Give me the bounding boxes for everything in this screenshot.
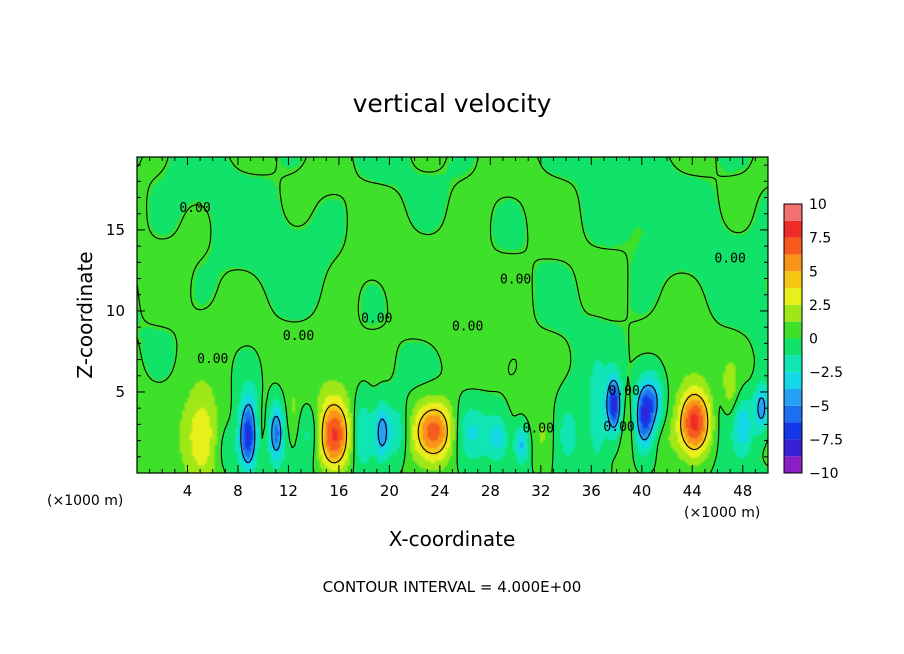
x-unit-left: (×1000 m) bbox=[47, 493, 123, 509]
y-tick-label-5: 5 bbox=[115, 383, 125, 401]
contour-labels: 0.00 0.00 0.00 0.00 0.00 0.00 0.00 0.00 0.00 0.00 bbox=[179, 201, 745, 436]
contour-label-4: 0.00 bbox=[452, 319, 483, 334]
x-tick-label-16: 16 bbox=[329, 482, 348, 500]
contour-label-1: 0.00 bbox=[197, 352, 228, 367]
y-tick-label-15: 15 bbox=[106, 221, 125, 239]
colorbar-segment-3 bbox=[784, 405, 802, 423]
x-tick-label-48: 48 bbox=[733, 482, 752, 500]
x-tick-label-28: 28 bbox=[481, 482, 500, 500]
colorbar-tick-label-6: −5 bbox=[809, 399, 830, 415]
plot-area: 0.000.000.000.000.000.000.00 0.000.000.00… bbox=[106, 156, 769, 500]
colorbar-tick-label-7: −7.5 bbox=[809, 432, 843, 448]
colorbar-segment-9 bbox=[784, 304, 802, 322]
colorbar-segment-7 bbox=[784, 338, 802, 356]
x-axis-label: X-coordinate bbox=[389, 527, 516, 551]
contour-label-9: 0.00 bbox=[714, 251, 745, 266]
contour-line-zero bbox=[136, 156, 769, 474]
colorbar-segment-0 bbox=[784, 456, 802, 473]
contour-label-5: 0.00 bbox=[500, 272, 531, 287]
contour-label-2: 0.00 bbox=[283, 329, 314, 344]
contour-interval-note: CONTOUR INTERVAL = 4.000E+00 bbox=[323, 578, 582, 596]
colorbar-tick-label-1: 7.5 bbox=[809, 231, 831, 247]
contour-label-8: 0.00 bbox=[608, 384, 639, 399]
colorbar-segment-6 bbox=[784, 355, 802, 373]
x-tick-label-40: 40 bbox=[632, 482, 651, 500]
colorbar-tick-label-8: −10 bbox=[809, 466, 839, 482]
x-tick-label-12: 12 bbox=[279, 482, 298, 500]
x-tick-label-36: 36 bbox=[582, 482, 601, 500]
colorbar-tick-labels: 10 7.5 5 2.5 0 −2.5 −5 −7.5 −10 bbox=[809, 197, 843, 482]
y-axis-ticks: 5 10 15 bbox=[106, 164, 768, 458]
colorbar-segment-13 bbox=[784, 237, 802, 255]
contour-lines bbox=[136, 156, 769, 474]
colorbar-tick-label-0: 10 bbox=[809, 197, 827, 213]
colorbar-segment-10 bbox=[784, 288, 802, 305]
colorbar-frame bbox=[783, 203, 803, 474]
colorbar-segment-2 bbox=[784, 422, 802, 440]
x-axis-ticks: 4 8 12 16 20 24 28 32 36 40 44 48 bbox=[149, 157, 756, 500]
contour-label-6: 0.00 bbox=[523, 421, 554, 436]
x-tick-label-44: 44 bbox=[683, 482, 702, 500]
colorbar-segment-11 bbox=[784, 271, 802, 289]
contour-label-0: 0.00 bbox=[179, 201, 210, 216]
colorbar-tick-label-4: 0 bbox=[809, 332, 818, 348]
x-tick-label-24: 24 bbox=[430, 482, 449, 500]
colorbar-segment-12 bbox=[784, 254, 802, 272]
colorbar: 10 7.5 5 2.5 0 −2.5 −5 −7.5 −10 bbox=[783, 197, 843, 482]
colorbar-segment-1 bbox=[784, 439, 802, 457]
x-tick-label-8: 8 bbox=[233, 482, 243, 500]
x-tick-label-32: 32 bbox=[531, 482, 550, 500]
chart-title: vertical velocity bbox=[353, 89, 552, 118]
contour-label-3: 0.00 bbox=[361, 311, 392, 326]
colorbar-segment-8 bbox=[784, 321, 802, 339]
colorbar-segment-14 bbox=[784, 220, 802, 238]
heatmap-field bbox=[137, 157, 768, 473]
x-tick-label-4: 4 bbox=[183, 482, 193, 500]
colorbar-tick-label-5: −2.5 bbox=[809, 365, 843, 381]
colorbar-segment-4 bbox=[784, 388, 802, 406]
y-tick-label-10: 10 bbox=[106, 302, 125, 320]
y-axis-label: Z-coordinate bbox=[73, 251, 97, 378]
x-tick-label-20: 20 bbox=[380, 482, 399, 500]
contour-line-minus4 bbox=[240, 379, 766, 464]
colorbar-tick-label-2: 5 bbox=[809, 264, 818, 280]
colorbar-tick-label-3: 2.5 bbox=[809, 298, 831, 314]
contour-line-plus4 bbox=[321, 393, 709, 464]
colorbar-segment-5 bbox=[784, 372, 802, 389]
colorbar-segment-15 bbox=[784, 204, 802, 221]
colorbar-segments bbox=[784, 204, 802, 473]
x-unit-right: (×1000 m) bbox=[684, 505, 760, 521]
contour-label-7: 0.00 bbox=[603, 420, 634, 435]
